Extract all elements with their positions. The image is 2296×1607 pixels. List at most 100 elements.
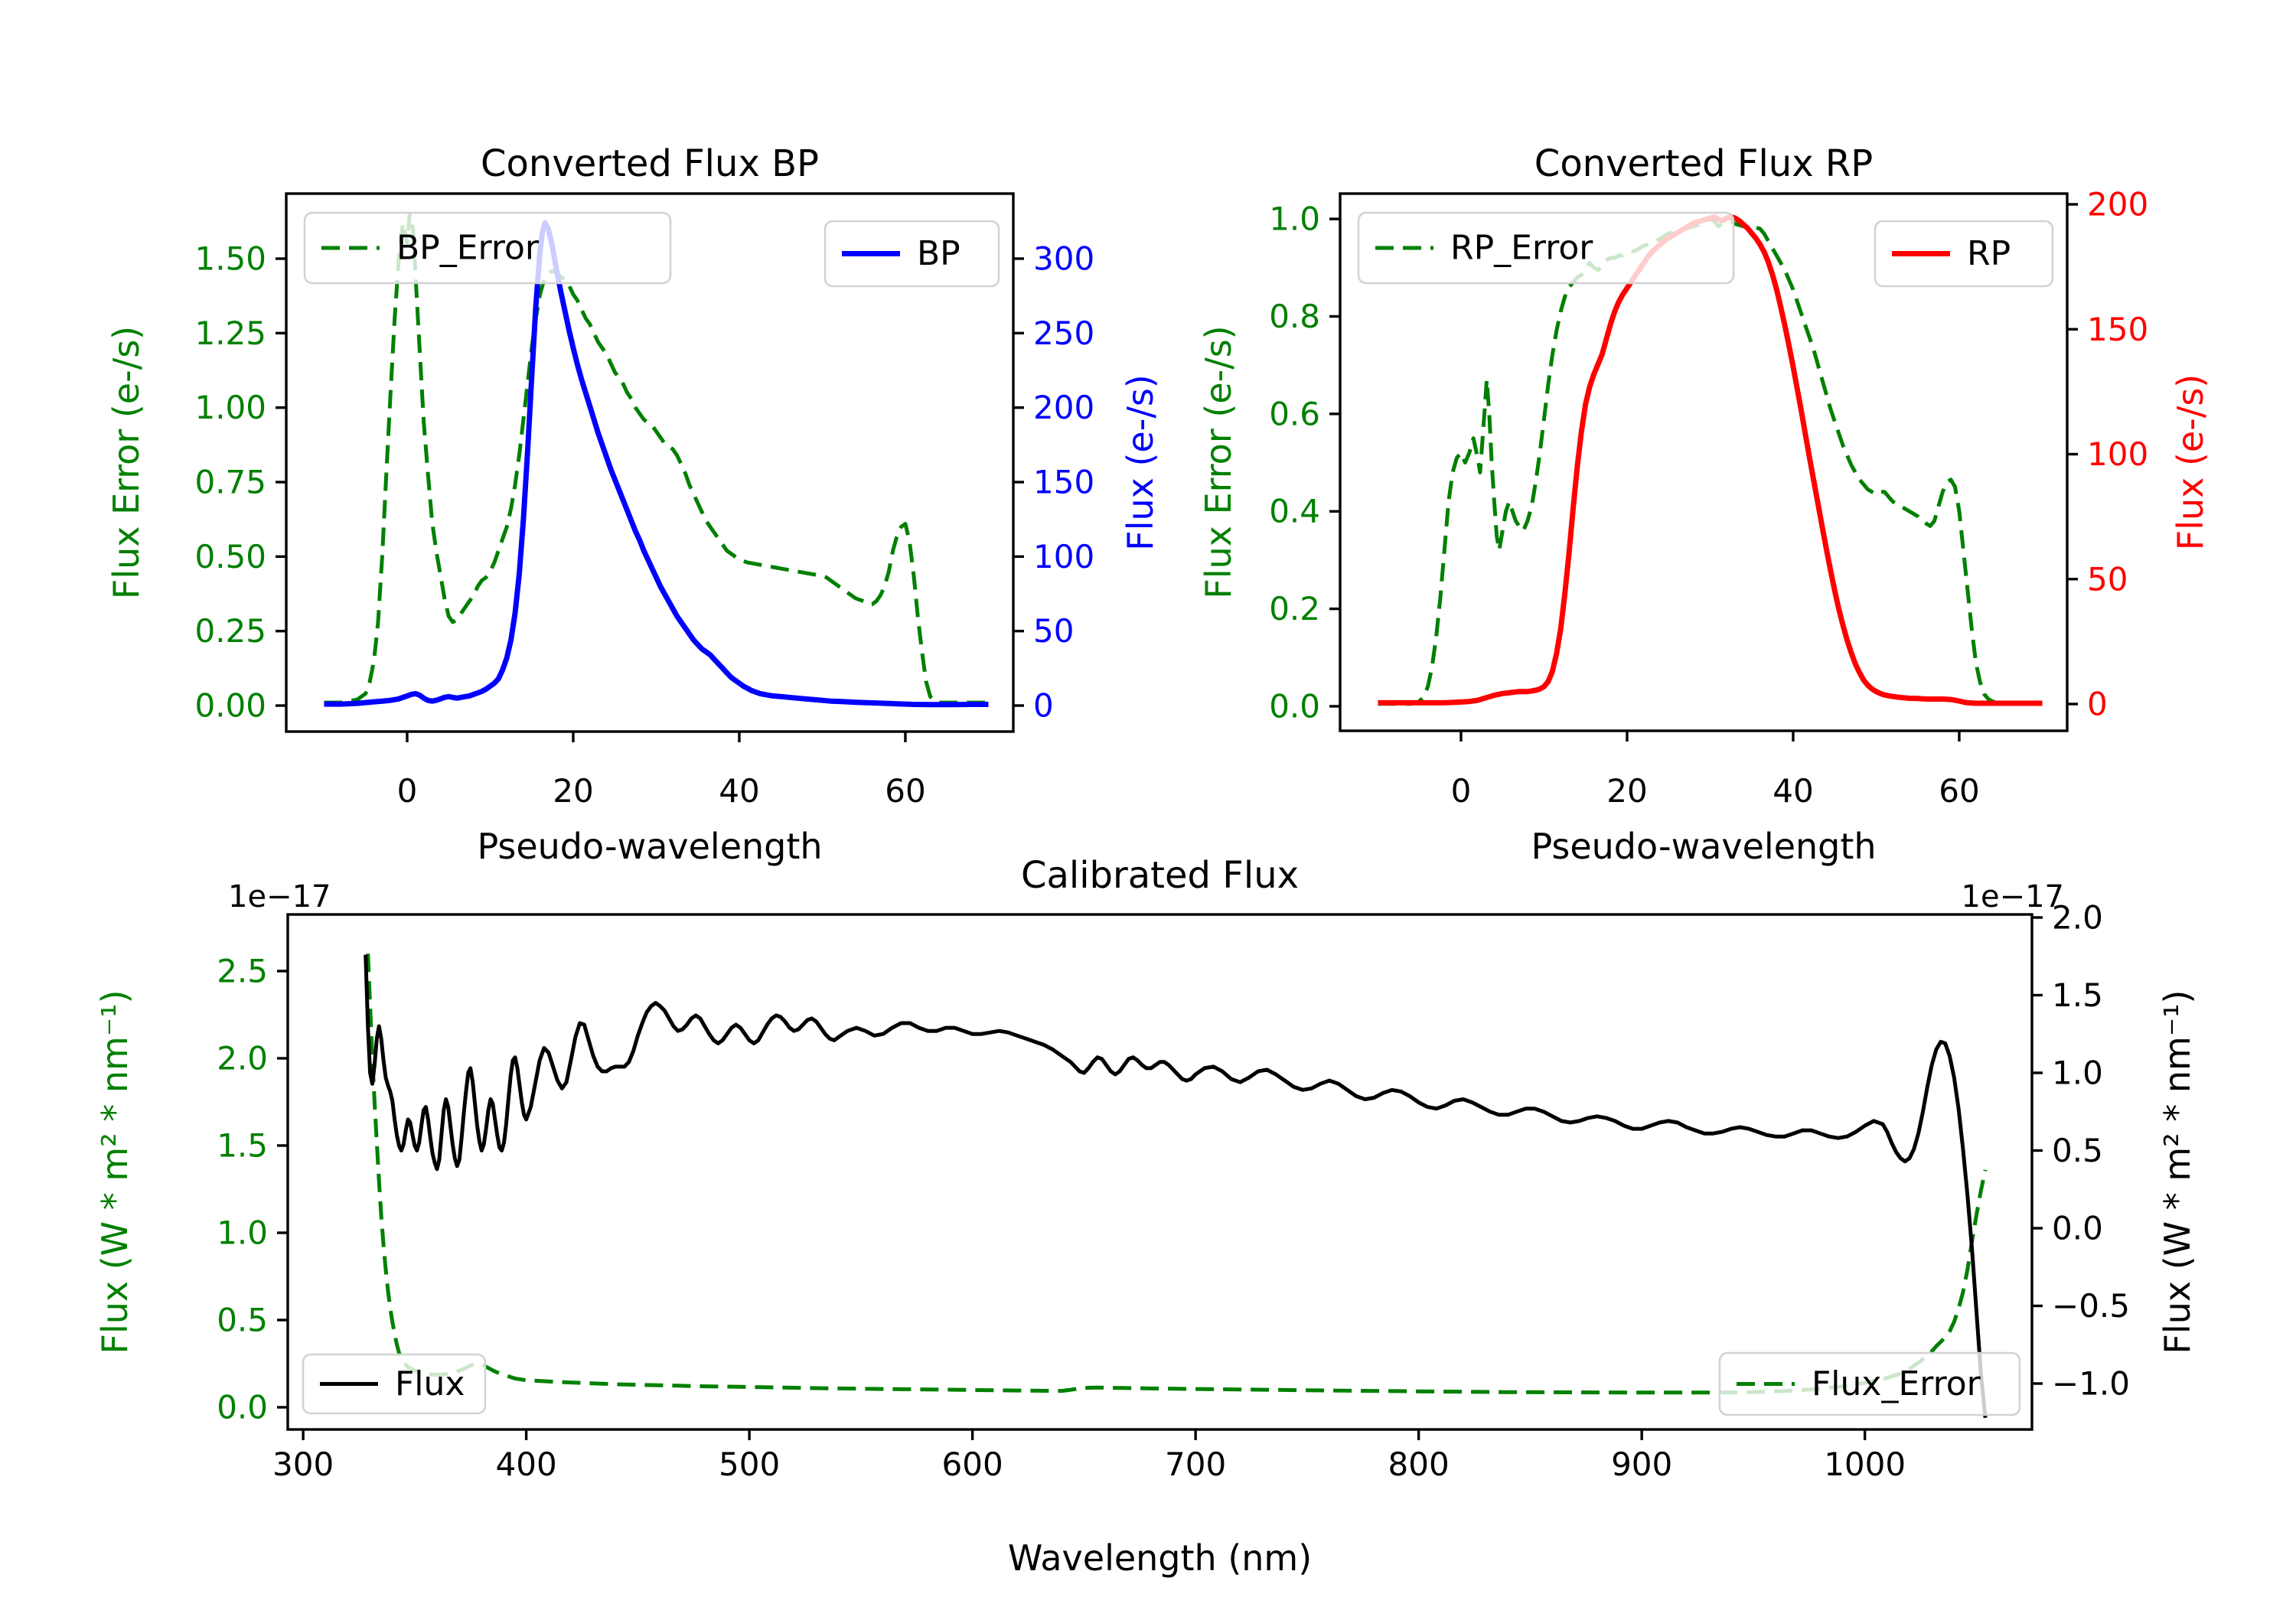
legend-box — [1718, 1351, 2021, 1416]
y-tick-label: 0 — [1033, 687, 1054, 725]
y-tick-label: 0.00 — [194, 687, 266, 725]
legend-box — [303, 211, 672, 285]
legend-box — [1874, 220, 2054, 288]
y-tick-label: 100 — [2087, 435, 2148, 473]
y-tick-label: 100 — [1033, 538, 1094, 575]
right-y-axis-converted-flux-bp: 0 50 100 150 200 250 300 Flux (e-/s) — [1013, 240, 1161, 725]
y-tick-label: 0.8 — [1269, 298, 1320, 335]
bp-line — [324, 220, 989, 708]
y-tick-label: 0.75 — [194, 464, 266, 501]
x-tick-label: 800 — [1388, 1446, 1450, 1483]
axes-frame-calibrated-flux — [286, 913, 2033, 1431]
y-tick-label: 2.0 — [2052, 898, 2103, 936]
title-calibrated-flux: Calibrated Flux — [1021, 854, 1299, 897]
x-tick-label: 60 — [885, 772, 925, 810]
x-tick-label: 1000 — [1824, 1446, 1906, 1483]
panel-converted-flux-rp: 0 20 40 60 0.0 0.2 0.4 0.6 0.8 1.0 Flux Error (e-/… — [1198, 142, 2211, 867]
x-tick-label: 900 — [1611, 1446, 1672, 1483]
y-tick-label: 150 — [1033, 464, 1094, 501]
x-axis-title: Pseudo-wavelength — [1531, 826, 1876, 867]
axes-frame-converted-flux-bp — [285, 192, 1015, 733]
x-tick-label: 0 — [397, 772, 418, 810]
y-tick-label: 1.0 — [1269, 200, 1320, 238]
legend-label: BP — [917, 234, 960, 273]
legend-label: Flux — [395, 1364, 465, 1403]
x-tick-label: 60 — [1939, 772, 1979, 810]
y-tick-label: 0.0 — [217, 1388, 268, 1426]
y-tick-label: 0.25 — [194, 612, 266, 650]
legend-label: RP — [1967, 234, 2011, 273]
y-tick-label: −0.5 — [2052, 1287, 2130, 1325]
panel-calibrated-flux: 300 400 500 600 700 800 900 1000 0.0 0.5 1.0 1.5 2.0… — [94, 854, 2198, 1579]
left-y-axis-title: Flux Error (e-/s) — [106, 326, 147, 599]
y-tick-label: 0.6 — [1269, 395, 1320, 432]
x-tick-label: 700 — [1165, 1446, 1226, 1483]
y-tick-label: 0.4 — [1269, 493, 1320, 530]
legend-label: Flux_Error — [1812, 1364, 1981, 1403]
offset-text: 1e−17 — [1962, 879, 2064, 914]
y-tick-label: 0.0 — [2052, 1209, 2103, 1247]
title-converted-flux-bp: Converted Flux BP — [481, 142, 819, 185]
left-y-axis-title: Flux (W * m² * nm⁻¹) — [94, 989, 135, 1354]
x-tick-label: 20 — [1606, 772, 1647, 810]
x-tick-label: 600 — [942, 1446, 1003, 1483]
y-tick-label: 200 — [2087, 186, 2148, 223]
legend-label: RP_Error — [1450, 229, 1593, 268]
left-y-axis-converted-flux-bp: 0.00 0.25 0.50 0.75 1.00 1.25 1.50 Flux Error (… — [106, 240, 286, 725]
y-tick-label: 1.0 — [2052, 1054, 2103, 1091]
y-tick-label: −1.0 — [2052, 1364, 2130, 1402]
y-tick-label: 1.5 — [217, 1126, 268, 1164]
legend-box — [302, 1353, 487, 1415]
right-y-axis-title: Flux (e-/s) — [2170, 374, 2211, 551]
y-tick-label: 150 — [2087, 311, 2148, 348]
left-y-axis-converted-flux-rp: 0.0 0.2 0.4 0.6 0.8 1.0 Flux Error (e-/s) — [1198, 200, 1340, 725]
y-tick-label: 200 — [1033, 389, 1094, 426]
x-tick-label: 0 — [1451, 772, 1472, 810]
x-axis-title: Pseudo-wavelength — [477, 826, 822, 867]
right-y-axis-title: Flux (W * m² * nm⁻¹) — [2157, 989, 2198, 1354]
right-y-axis-calibrated-flux: −1.0 −0.5 0.0 0.5 1.0 1.5 2.0 Flux (W * m² * nm… — [1962, 879, 2198, 1402]
series-group-converted-flux-bp — [324, 212, 989, 708]
y-tick-label: 0.0 — [1269, 687, 1320, 725]
x-tick-label: 40 — [719, 772, 759, 810]
y-tick-label: 250 — [1033, 315, 1094, 352]
x-tick-label: 40 — [1773, 772, 1813, 810]
y-tick-label: 1.0 — [217, 1214, 268, 1251]
x-axis-calibrated-flux: 300 400 500 600 700 800 900 1000 — [272, 1429, 1906, 1483]
legend-rp: RP — [1874, 220, 2054, 288]
flux-line — [364, 954, 1988, 1418]
y-tick-label: 0 — [2087, 686, 2108, 723]
offset-text: 1e−17 — [228, 879, 331, 914]
x-axis-converted-flux-rp: 0 20 40 60 — [1451, 731, 1980, 810]
plot-area-calibrated-flux — [288, 914, 2032, 1429]
x-tick-label: 300 — [272, 1446, 334, 1483]
x-tick-label: 500 — [719, 1446, 780, 1483]
panel-converted-flux-bp: 0 20 40 60 0.00 0.25 0.50 0.75 1.00 1.25 1.50 Flux … — [106, 142, 1161, 867]
x-axis-converted-flux-bp: 0 20 40 60 — [397, 732, 926, 810]
right-y-axis-title: Flux (e-/s) — [1120, 374, 1161, 551]
y-tick-label: 50 — [2087, 560, 2128, 598]
legend-bp: BP — [823, 220, 1000, 288]
right-y-axis-converted-flux-rp: 0 50 100 150 200 Flux (e-/s) — [2067, 186, 2211, 723]
y-tick-label: 50 — [1033, 612, 1074, 650]
x-axis-title: Wavelength (nm) — [1008, 1537, 1312, 1579]
y-tick-label: 1.5 — [2052, 976, 2103, 1014]
legend-flux: Flux — [302, 1353, 487, 1415]
legend-bp_error: BP_Error — [303, 211, 672, 285]
x-tick-label: 400 — [496, 1446, 557, 1483]
y-tick-label: 300 — [1033, 240, 1094, 277]
legend-label: BP_Error — [396, 229, 540, 268]
title-converted-flux-rp: Converted Flux RP — [1534, 142, 1873, 185]
left-y-axis-title: Flux Error (e-/s) — [1198, 325, 1239, 598]
y-tick-label: 0.50 — [194, 538, 266, 575]
y-tick-label: 1.25 — [194, 315, 266, 352]
axes-frame-converted-flux-rp — [1339, 192, 2069, 732]
y-tick-label: 1.00 — [194, 389, 266, 426]
bp_error-line — [324, 212, 989, 705]
legend-rp_error: RP_Error — [1357, 211, 1735, 285]
x-tick-label: 20 — [553, 772, 593, 810]
legend-flux_error: Flux_Error — [1718, 1351, 2021, 1416]
y-tick-label: 0.5 — [217, 1301, 268, 1338]
